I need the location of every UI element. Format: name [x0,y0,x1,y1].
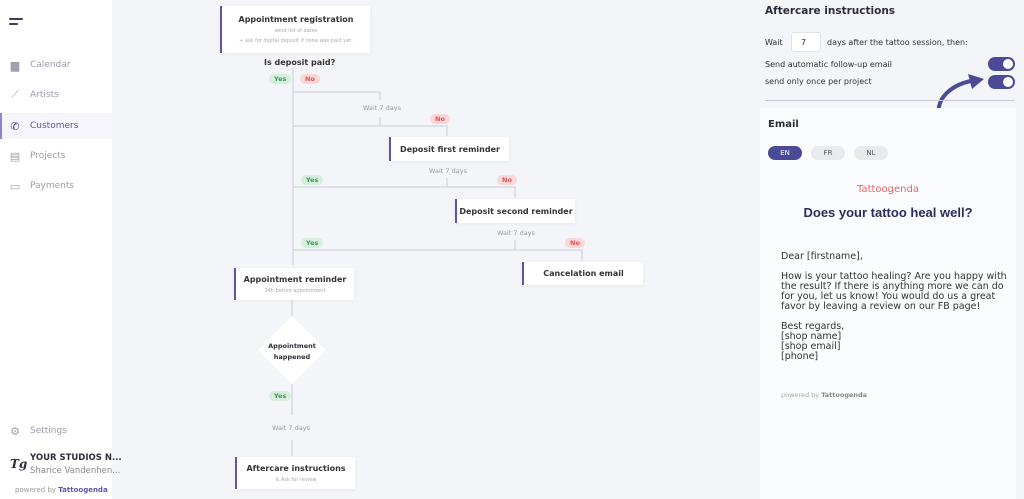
flow-step-deposit-second-reminder[interactable]: Deposit second reminder [455,199,575,223]
email-signoff: Best regards, [shop name] [shop email] [… [781,321,845,362]
yes-badge: Yes [269,74,292,84]
sidebar-item-calendar[interactable]: ▆ Calendar [10,58,71,72]
wait-suffix: days after the tattoo session, then: [827,38,968,47]
sidebar-item-customers[interactable]: ✆ Customers [0,113,112,139]
menu-icon[interactable] [9,18,23,28]
panel-title: Aftercare instructions [765,5,896,17]
lang-fr-button[interactable]: FR [811,146,845,160]
flow-connectors [291,68,583,456]
flow-step-appointment-reminder[interactable]: Appointment reminder 24h before appointm… [234,268,354,300]
email-body: Dear [firstname], How is your tattoo hea… [781,252,1016,372]
sidebar-item-artists[interactable]: ⟋ Artists [0,82,112,108]
sidebar-item-projects[interactable]: ▤ Projects [9,149,66,163]
flow-step-aftercare-instructions[interactable]: Aftercare instructions & Ask for review [235,457,355,489]
documents-icon: ▤ [9,149,21,163]
powered-by: powered by Tattoogenda [15,486,108,494]
followup-label: Send automatic follow-up email [765,60,892,69]
sidebar: ▆ Calendar ⟋ Artists ✆ Customers ▤ Projects … [0,0,122,499]
wait-label: Wait 7 days [363,104,401,112]
wait-label: Wait 7 days [497,229,535,237]
studio-name: YOUR STUDIOS N... [30,453,122,463]
phone-icon: ✆ [10,119,20,133]
email-greeting: Dear [firstname], [781,251,863,262]
flow-step-cancelation-email[interactable]: Cancelation email [522,262,643,285]
no-badge: No [565,238,585,248]
sidebar-item-payments[interactable]: ▭ Payments [9,179,75,193]
wait-label: Wait 7 days [272,424,310,432]
flow-step-appointment-registration[interactable]: Appointment registration send list of da… [220,6,370,53]
no-badge: No [497,175,517,185]
email-headline: Does your tattoo heal well? [803,205,973,220]
calendar-icon: ▆ [10,58,20,72]
wait-label: Wait 7 days [429,167,467,175]
gear-icon: ⚙ [10,424,20,438]
followup-email-toggle[interactable] [988,57,1015,71]
lang-nl-button[interactable]: NL [854,146,888,160]
once-per-project-toggle[interactable] [988,75,1015,89]
yes-badge: Yes [301,238,324,248]
email-title: Email [768,119,799,130]
brush-icon: ⟋ [11,88,19,101]
wait-days-input[interactable]: 7 [791,32,821,52]
deposit-question: Is deposit paid? [264,58,336,67]
divider [765,100,1015,101]
card-icon: ▭ [9,179,21,193]
no-badge: No [300,74,320,84]
yes-badge: Yes [269,391,292,401]
once-per-project-label: send only once per project [765,77,872,86]
email-preview-card [760,108,1016,499]
studio-logo: Tg [10,457,28,471]
flow-step-deposit-first-reminder[interactable]: Deposit first reminder [389,137,509,161]
sidebar-item-settings[interactable]: ⚙ Settings [10,424,67,438]
email-powered-by: powered by Tattoogenda [781,391,868,399]
wait-label: Wait [765,38,783,47]
lang-en-button[interactable]: EN [768,146,802,160]
yes-badge: Yes [301,175,324,185]
email-message: How is your tattoo healing? Are you happ… [781,271,1007,312]
no-badge: No [430,114,450,124]
decision-label: Appointment happened [268,342,316,361]
user-name: Sharice Vandenhen... [30,466,121,476]
email-brand: Tattoogenda [857,184,919,195]
